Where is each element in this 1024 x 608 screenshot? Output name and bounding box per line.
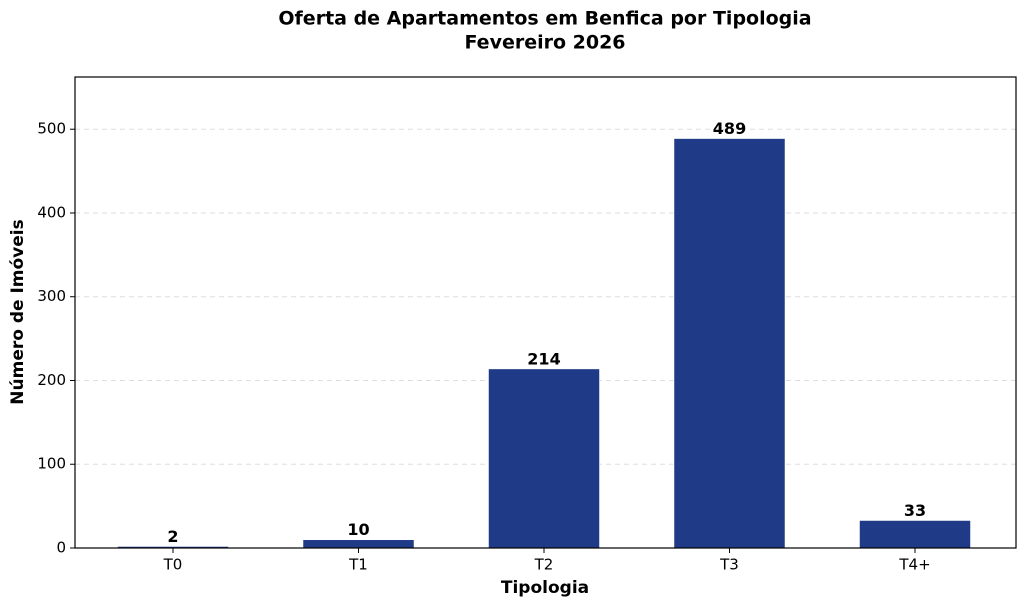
value-label: 214 (527, 349, 560, 368)
x-tick-label: T4+ (898, 556, 930, 574)
bar (673, 138, 786, 549)
x-tick-label: T1 (348, 556, 368, 574)
bar (858, 519, 972, 549)
value-label: 10 (347, 520, 369, 539)
y-tick-label: 100 (37, 455, 66, 473)
bar (302, 539, 415, 549)
bar (487, 368, 601, 549)
x-tick-label: T0 (163, 556, 183, 574)
y-tick-label: 300 (37, 287, 66, 305)
y-tick-label: 500 (37, 120, 66, 138)
chart-title: Oferta de Apartamentos em Benfica por Ti… (278, 8, 811, 30)
x-tick-label: T2 (534, 556, 554, 574)
x-tick-label: T3 (719, 556, 739, 574)
y-axis-label: Número de Imóveis (8, 219, 28, 404)
y-tick-label: 0 (56, 539, 66, 557)
chart-subtitle: Fevereiro 2026 (464, 32, 625, 54)
value-label: 33 (904, 501, 926, 520)
y-tick-label: 200 (37, 371, 66, 389)
y-tick-label: 400 (37, 203, 66, 221)
x-axis-label: Tipologia (501, 578, 589, 598)
plot-frame (74, 76, 1017, 549)
value-label: 489 (713, 119, 746, 138)
value-label: 2 (167, 527, 178, 546)
